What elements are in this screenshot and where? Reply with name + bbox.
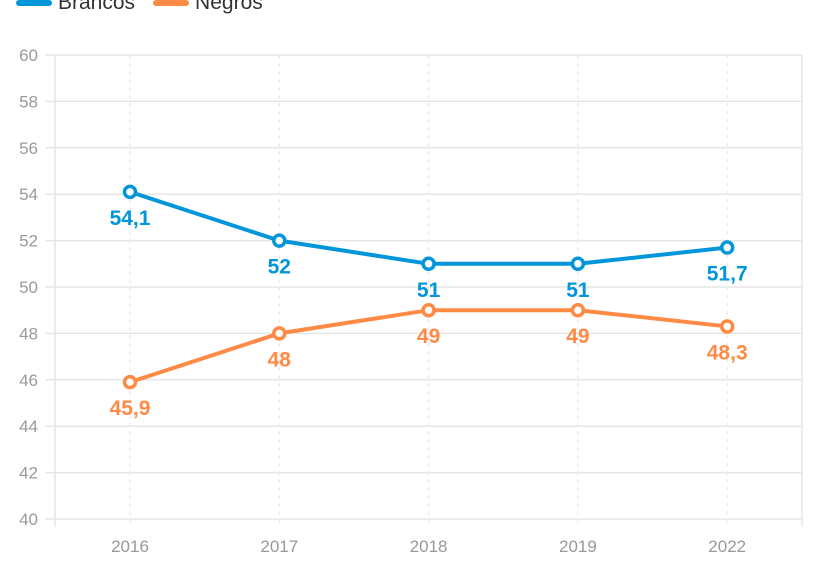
legend-item-brancos[interactable]: Brancos: [16, 0, 135, 15]
data-point: [272, 233, 287, 248]
x-tick-label: 2019: [559, 537, 597, 556]
data-point: [570, 302, 586, 318]
legend-swatch-brancos: [16, 0, 52, 6]
data-point: [272, 326, 287, 341]
data-point: [719, 319, 735, 334]
data-label: 51: [566, 279, 590, 302]
data-label: 45,9: [110, 397, 151, 420]
legend-item-negros[interactable]: Negros: [153, 0, 263, 15]
data-point: [719, 240, 735, 255]
legend-label-negros: Negros: [195, 0, 263, 14]
data-label: 49: [566, 325, 589, 348]
data-point: [421, 256, 436, 272]
data-label: 48,3: [707, 341, 748, 364]
y-tick-label: 42: [19, 464, 38, 483]
data-point: [421, 302, 436, 318]
y-tick-label: 52: [19, 232, 38, 251]
data-label: 51,7: [707, 263, 748, 286]
x-tick-label: 2022: [708, 537, 746, 556]
data-label: 51: [417, 279, 441, 302]
y-tick-label: 46: [19, 371, 38, 390]
data-point: [122, 374, 138, 390]
y-tick-label: 54: [19, 185, 38, 204]
y-tick-label: 60: [19, 46, 38, 65]
y-tick-label: 48: [19, 324, 38, 343]
y-tick-label: 56: [19, 139, 38, 158]
x-tick-label: 2018: [410, 537, 448, 556]
data-label: 54,1: [110, 207, 151, 230]
legend-swatch-negros: [153, 0, 190, 6]
data-label: 48: [268, 348, 292, 371]
y-tick-label: 50: [19, 278, 38, 297]
legend-label-brancos: Brancos: [58, 0, 136, 14]
data-point: [122, 184, 138, 200]
data-label: 52: [268, 256, 291, 279]
y-tick-label: 58: [19, 92, 38, 111]
x-tick-label: 2016: [111, 537, 149, 556]
x-tick-label: 2017: [260, 537, 298, 556]
y-tick-label: 40: [19, 510, 38, 529]
legend: Brancos Negros: [16, 0, 263, 15]
data-point: [570, 256, 586, 272]
data-label: 49: [417, 325, 440, 348]
y-tick-label: 44: [19, 417, 38, 436]
